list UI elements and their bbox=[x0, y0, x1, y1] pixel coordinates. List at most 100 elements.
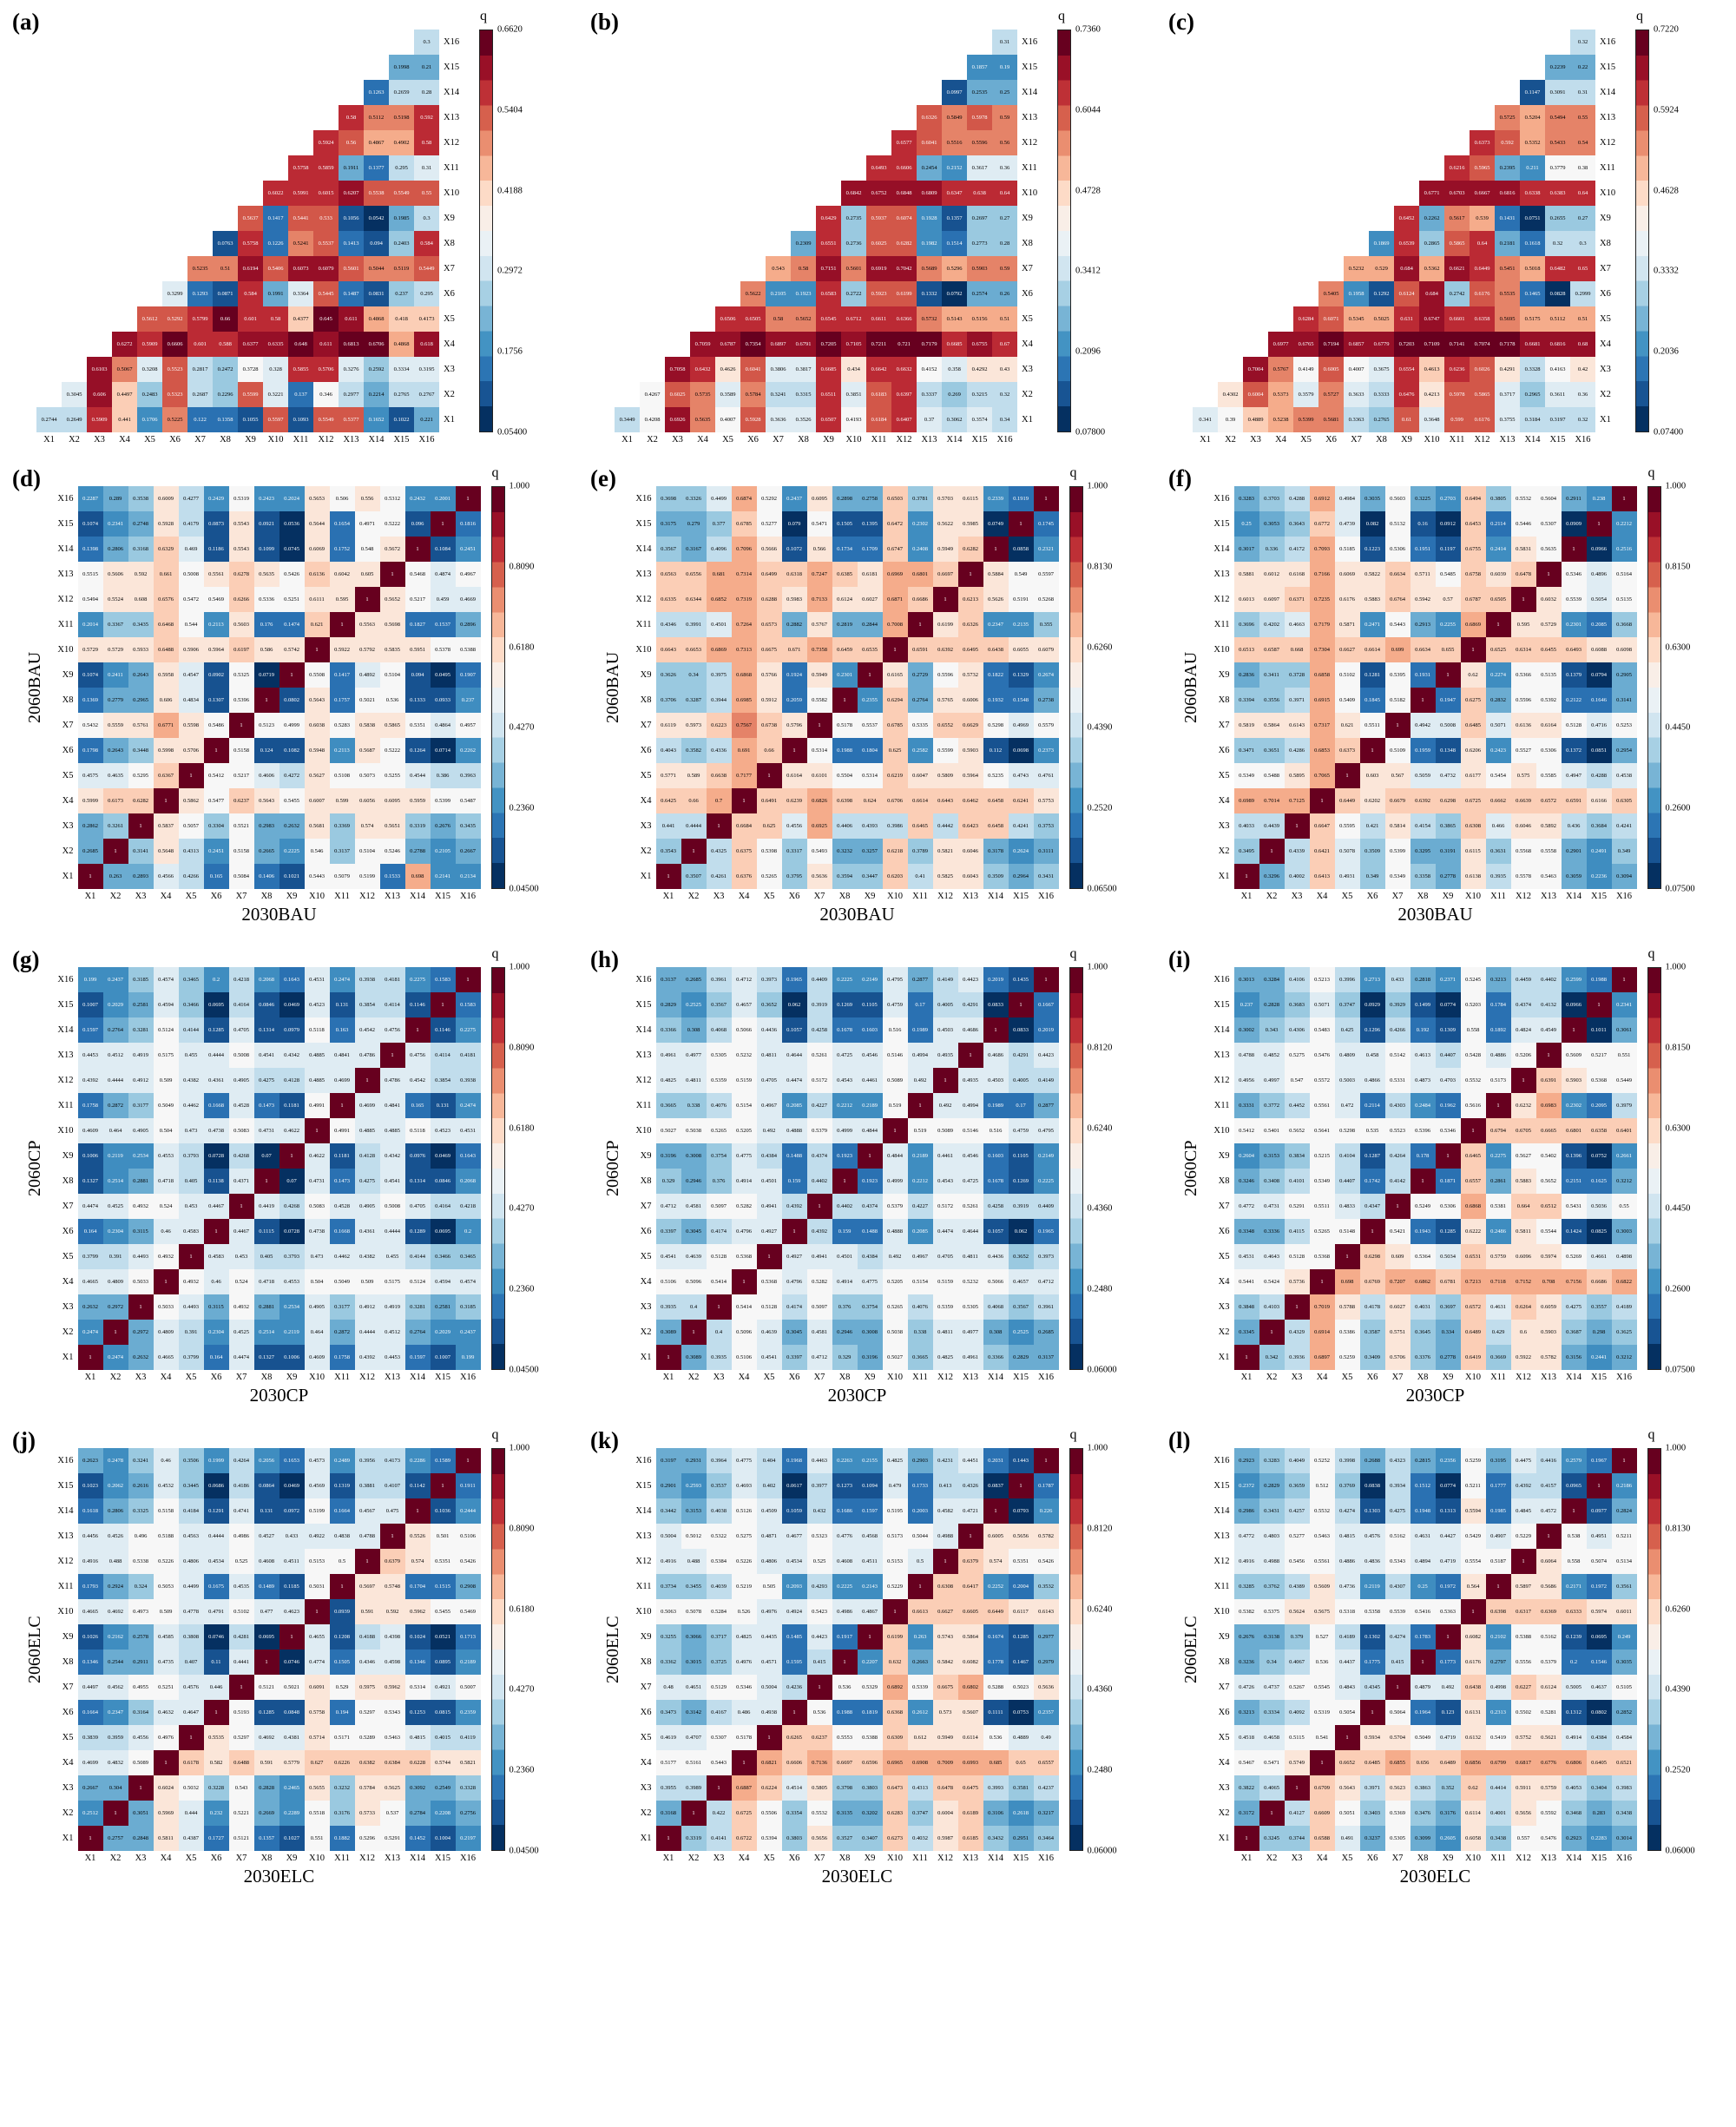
colorbar-g: q 1.000 0.8090 0.6180 0.4270 0.2360 0.04500 bbox=[490, 946, 554, 1375]
panel-k: (k) 2060ELC X16 X15 X14 X13 X12 X11 X10 X9 X8 X7 X6 X… bbox=[578, 1422, 1156, 1891]
heatmap-cell: 0.5765 bbox=[932, 688, 958, 713]
heatmap-cell: 0.4583 bbox=[203, 1244, 229, 1269]
heatmap-cell: 0.0774 bbox=[1435, 1473, 1461, 1498]
heatmap-cell: 0.5414 bbox=[731, 1294, 757, 1320]
heatmap-cell: 0.3526 bbox=[791, 407, 816, 432]
panel-f: (f) 2060BAU X16 X15 X14 X13 X12 X11 X10 X9 X8 X7 X6 X… bbox=[1156, 460, 1734, 929]
y-axis-title: 2060BAU bbox=[1180, 651, 1200, 724]
heatmap-cell: 0.6908 bbox=[907, 1750, 933, 1775]
heatmap-cell: 0.2014 bbox=[77, 612, 103, 637]
heatmap-cell: 0.5666 bbox=[756, 537, 782, 562]
empty-cell bbox=[690, 181, 715, 206]
empty-cell bbox=[137, 55, 162, 80]
empty-cell bbox=[1243, 231, 1268, 256]
heatmap-cell: 0.3582 bbox=[681, 738, 707, 763]
heatmap-cell: 0.2162 bbox=[102, 1624, 128, 1650]
heatmap-cell: 1 bbox=[354, 1549, 380, 1574]
heatmap-cell: 0.5187 bbox=[1485, 1549, 1511, 1574]
empty-cell bbox=[364, 55, 389, 80]
heatmap-cell: 0.3431 bbox=[1033, 864, 1059, 889]
y-tick-label: X14 bbox=[1213, 544, 1230, 554]
heatmap-cell: 1 bbox=[329, 1093, 355, 1118]
heatmap-cell: 0.7319 bbox=[731, 587, 757, 612]
heatmap-cell: 0.3465 bbox=[178, 967, 204, 992]
y-tick-label: X1 bbox=[1218, 1353, 1230, 1362]
heatmap-cell: 0.3848 bbox=[1233, 1294, 1259, 1320]
heatmap-cell: 0.453 bbox=[178, 1194, 204, 1219]
x-tick-label: X15 bbox=[1012, 892, 1029, 901]
heatmap-cell: 0.308 bbox=[983, 1320, 1009, 1345]
empty-cell bbox=[740, 30, 766, 55]
heatmap-cell: 0.5784 bbox=[740, 382, 766, 407]
heatmap-cell: 0.698 bbox=[1334, 1269, 1360, 1294]
heatmap-cell: 0.5767 bbox=[1268, 357, 1293, 382]
heatmap-cell: 0.2669 bbox=[253, 1801, 279, 1826]
heatmap-cell: 0.3319 bbox=[404, 813, 431, 839]
empty-cell bbox=[841, 105, 866, 130]
panel-e: (e) 2060BAU X16 X15 X14 X13 X12 X11 X10 X9 X8 X7 X6 X… bbox=[578, 460, 1156, 929]
heatmap-cell: 0.4181 bbox=[455, 1043, 481, 1068]
empty-cell bbox=[1344, 155, 1369, 181]
heatmap-cell: 0.2756 bbox=[455, 1801, 481, 1826]
heatmap-cell: 0.4218 bbox=[228, 967, 254, 992]
heatmap-cell: 0.466 bbox=[1485, 813, 1511, 839]
heatmap-cell: 0.6494 bbox=[1460, 486, 1486, 511]
y-tick-label: X5 bbox=[1218, 771, 1230, 780]
heatmap-cell: 0.5502 bbox=[1510, 1700, 1536, 1725]
heatmap-cell: 0.4916 bbox=[1233, 1549, 1259, 1574]
heatmap-cell: 0.5096 bbox=[731, 1320, 757, 1345]
heatmap-cell: 0.5036 bbox=[1586, 1194, 1612, 1219]
heatmap-cell: 0.4266 bbox=[178, 864, 204, 889]
heatmap-cell: 0.6347 bbox=[942, 181, 967, 206]
heatmap-cell: 0.4719 bbox=[1435, 1549, 1461, 1574]
heatmap-cell: 0.2029 bbox=[102, 992, 128, 1017]
heatmap-cell: 0.6499 bbox=[756, 562, 782, 587]
heatmap-cell: 0.3176 bbox=[1435, 1801, 1461, 1826]
colorbar-title: q bbox=[491, 465, 499, 480]
heatmap-cell: 0.5622 bbox=[740, 281, 766, 306]
heatmap-cell: 1 bbox=[806, 713, 832, 738]
heatmap-cell: 0.5148 bbox=[1334, 1219, 1360, 1244]
heatmap-cell: 0.5864 bbox=[957, 1624, 983, 1650]
heatmap-cell: 0.5582 bbox=[806, 688, 832, 713]
heatmap-cell: 0.3934 bbox=[1384, 1473, 1410, 1498]
heatmap-cell: 0.5656 bbox=[806, 1826, 832, 1851]
heatmap-cell: 0.4731 bbox=[253, 1118, 279, 1143]
empty-cell bbox=[1268, 306, 1293, 332]
heatmap-cell: 0.3574 bbox=[967, 407, 992, 432]
heatmap-cell: 0.4423 bbox=[1033, 1043, 1059, 1068]
heatmap-cell: 0.6591 bbox=[907, 637, 933, 662]
heatmap-cell: 0.5991 bbox=[288, 181, 313, 206]
heatmap-cell: 0.434 bbox=[841, 357, 866, 382]
heatmap-cell: 0.4007 bbox=[715, 407, 740, 432]
panel-letter-j: (j) bbox=[12, 1427, 36, 1453]
y-tick-label: X15 bbox=[1213, 1481, 1230, 1491]
heatmap-cell: 0.4435 bbox=[756, 1624, 782, 1650]
heatmap-cell: 0.5143 bbox=[942, 306, 967, 332]
y-tick-label: X7 bbox=[1218, 1683, 1230, 1692]
heatmap-cell: 0.178 bbox=[1410, 1143, 1436, 1169]
heatmap-cell: 0.5199 bbox=[304, 1498, 330, 1524]
heatmap-cell: 0.661 bbox=[153, 562, 179, 587]
heatmap-cell: 0.592 bbox=[379, 1599, 405, 1624]
heatmap-cell: 0.4371 bbox=[228, 1169, 254, 1194]
empty-cell bbox=[1293, 130, 1318, 155]
heatmap-cell: 0.1583 bbox=[455, 992, 481, 1017]
heatmap-cell: 1 bbox=[731, 1750, 757, 1775]
x-tick-label: X6 bbox=[169, 435, 181, 444]
heatmap-cell: 0.5978 bbox=[967, 105, 992, 130]
heatmap-cell: 0.2773 bbox=[967, 231, 992, 256]
heatmap-cell: 0.4292 bbox=[967, 357, 992, 382]
heatmap-cell: 0.5477 bbox=[203, 788, 229, 813]
heatmap-cell: 0.5394 bbox=[756, 1826, 782, 1851]
heatmap-cell: 0.3177 bbox=[128, 1093, 154, 1118]
y-tick-label: X8 bbox=[640, 1176, 652, 1186]
heatmap-cell: 0.3185 bbox=[128, 967, 154, 992]
heatmap-cell: 0.6794 bbox=[1485, 1118, 1511, 1143]
y-tick-label: X3 bbox=[1218, 1783, 1230, 1793]
heatmap-cell: 0.5865 bbox=[1470, 382, 1495, 407]
x-tick-label: X12 bbox=[1515, 1854, 1532, 1863]
heatmap-cell: 0.6869 bbox=[706, 637, 732, 662]
colorbar-tick-label: 0.4360 bbox=[1087, 1203, 1113, 1214]
empty-cell bbox=[288, 30, 313, 55]
